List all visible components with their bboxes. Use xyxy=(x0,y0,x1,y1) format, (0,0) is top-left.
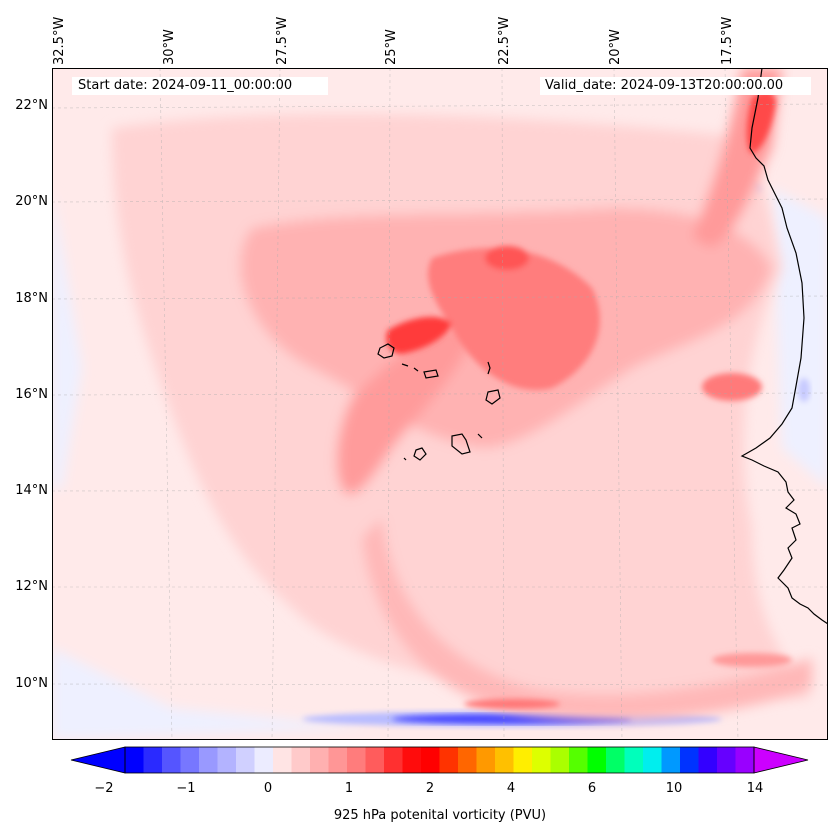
colorbar-segment xyxy=(180,747,200,773)
colorbar-segment xyxy=(254,747,274,773)
colorbar-segment xyxy=(643,747,662,773)
colorbar-segment xyxy=(532,747,551,773)
colorbar-segment xyxy=(328,747,348,773)
cape-verde-islands xyxy=(377,343,501,461)
colorbar-segment xyxy=(661,747,681,773)
lon-label: 17.5°W xyxy=(720,16,735,65)
colorbar-segment xyxy=(402,747,422,773)
colorbar-outline xyxy=(124,746,755,774)
lat-label: 20°N xyxy=(15,194,48,209)
colorbar-segment xyxy=(236,747,255,773)
colorbar-segments xyxy=(125,747,755,773)
colorbar-tick-label: 2 xyxy=(425,781,435,796)
colorbar-min-arrow xyxy=(70,746,126,774)
strong-pv-cores xyxy=(386,90,792,709)
pv-map xyxy=(52,68,828,740)
colorbar-segment xyxy=(384,747,403,773)
lon-label: 20°W xyxy=(608,29,623,65)
colorbar-segment xyxy=(569,747,588,773)
negative-pv-regions xyxy=(52,188,828,740)
start-date-label: Start date: 2024-09-11_00:00:00 xyxy=(72,77,328,95)
lat-label: 22°N xyxy=(15,98,48,113)
colorbar-tick-label: 0 xyxy=(263,781,273,796)
colorbar-segment xyxy=(495,747,514,773)
coastline xyxy=(740,68,828,625)
colorbar-segment xyxy=(273,747,292,773)
colorbar-segment xyxy=(476,747,496,773)
colorbar-segment xyxy=(513,747,533,773)
lon-label: 27.5°W xyxy=(275,16,290,65)
map-frame xyxy=(52,68,828,740)
colorbar-segment xyxy=(291,747,311,773)
colorbar-max-arrow xyxy=(753,746,809,774)
lon-label: 25°W xyxy=(384,29,399,65)
colorbar-segment xyxy=(606,747,625,773)
colorbar-tick-label: 1 xyxy=(344,781,354,796)
colorbar-tick-label: 10 xyxy=(665,781,683,796)
colorbar-tick-label: 4 xyxy=(506,781,516,796)
colorbar-segment xyxy=(199,747,218,773)
colorbar-segment xyxy=(310,747,329,773)
valid-date-label: Valid_date: 2024-09-13T20:00:00.00 xyxy=(540,77,811,95)
colorbar-segment xyxy=(162,747,181,773)
lat-label: 10°N xyxy=(15,676,48,691)
colorbar-segment xyxy=(458,747,477,773)
colorbar-segment xyxy=(698,747,718,773)
colorbar-segment xyxy=(587,747,607,773)
colorbar-segment xyxy=(735,747,755,773)
lon-label: 22.5°W xyxy=(497,16,512,65)
colorbar-segment xyxy=(347,747,366,773)
colorbar-segment xyxy=(439,747,459,773)
colorbar xyxy=(70,746,809,774)
colorbar-segment xyxy=(125,747,144,773)
colorbar-segment xyxy=(550,747,570,773)
colorbar-tick-label: 6 xyxy=(587,781,597,796)
colorbar-tick-label: −2 xyxy=(94,781,114,796)
colorbar-segment xyxy=(680,747,699,773)
lat-label: 18°N xyxy=(15,291,48,306)
lon-label: 30°W xyxy=(162,29,177,65)
graticule xyxy=(52,68,828,740)
colorbar-segment xyxy=(421,747,440,773)
colorbar-tick-label: 14 xyxy=(746,781,764,796)
negative-pv-spot xyxy=(798,378,810,402)
colorbar-segment xyxy=(143,747,163,773)
lon-label: 32.5°W xyxy=(52,16,67,65)
lat-label: 14°N xyxy=(15,483,48,498)
colorbar-tick-label: −1 xyxy=(176,781,196,796)
lat-label: 12°N xyxy=(15,579,48,594)
colorbar-segment xyxy=(717,747,736,773)
colorbar-segment xyxy=(624,747,644,773)
colorbar-segment xyxy=(365,747,385,773)
lat-label: 16°N xyxy=(15,387,48,402)
colorbar-title: 925 hPa potenital vorticity (PVU) xyxy=(333,808,547,823)
colorbar-segment xyxy=(217,747,237,773)
